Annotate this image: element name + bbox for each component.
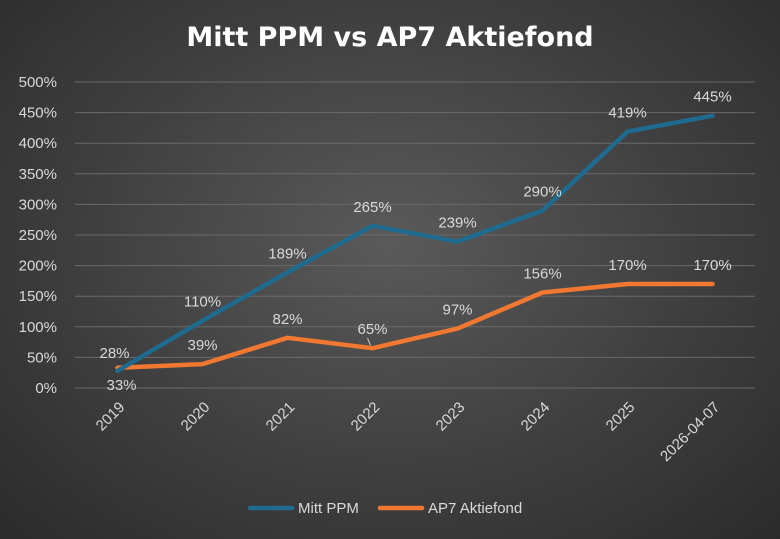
data-label: 65% [357, 321, 387, 338]
y-tick-label: 0% [35, 380, 57, 397]
x-tick-label: 2021 [263, 399, 299, 435]
y-tick-label: 300% [19, 196, 57, 213]
x-tick-label: 2024 [518, 399, 554, 435]
x-tick-label: 2019 [93, 399, 129, 435]
series-line-mitt-ppm [115, 113, 715, 374]
data-label: 33% [106, 377, 136, 394]
y-tick-label: 200% [19, 258, 57, 275]
y-tick-label: 500% [19, 74, 57, 91]
y-tick-label: 250% [19, 227, 57, 244]
data-label: 265% [353, 199, 391, 216]
y-tick-label: 350% [19, 166, 57, 183]
legend-label: AP7 Aktiefond [428, 500, 522, 517]
y-tick-label: 150% [19, 288, 57, 305]
chart-title: Mitt PPM vs AP7 Aktiefond [186, 22, 593, 53]
legend-label: Mitt PPM [298, 500, 359, 517]
data-label: 97% [442, 302, 472, 319]
x-tick-label: 2020 [178, 399, 214, 435]
data-label: 156% [523, 266, 561, 283]
y-tick-label: 400% [19, 135, 57, 152]
series-lines [115, 113, 715, 374]
y-axis-ticks: 0% 50% 100% 150% 200% 250% 300% 350% 400% 450% 500… [19, 74, 57, 397]
data-label: 110% [184, 294, 221, 311]
data-label: 39% [187, 337, 217, 354]
data-label: 239% [438, 215, 476, 232]
series-line-ap7-aktiefond [115, 281, 715, 371]
x-axis-ticks: 2019 2020 2021 2022 2023 2024 2025 2026-04-07 [93, 399, 724, 465]
data-label: 170% [693, 257, 731, 274]
x-tick-label: 2026-04-07 [657, 399, 723, 465]
y-tick-label: 50% [27, 349, 57, 366]
x-tick-label: 2022 [348, 399, 384, 435]
legend: Mitt PPM AP7 Aktiefond [247, 500, 522, 517]
data-label: 189% [268, 245, 306, 262]
data-labels: 28% 110% 189% 265% 239% 290% 419% 445% 33% 39% 82%… [99, 89, 731, 394]
data-label: 419% [608, 105, 646, 122]
data-label: 290% [523, 184, 561, 201]
x-tick-label: 2025 [603, 399, 639, 435]
data-label: 28% [99, 345, 129, 362]
data-label: 445% [693, 89, 731, 106]
leader-line [367, 338, 371, 346]
data-label: 170% [608, 257, 646, 274]
y-tick-label: 100% [19, 319, 57, 336]
y-tick-label: 450% [19, 105, 57, 122]
data-label: 82% [272, 311, 302, 328]
x-tick-label: 2023 [433, 399, 469, 435]
